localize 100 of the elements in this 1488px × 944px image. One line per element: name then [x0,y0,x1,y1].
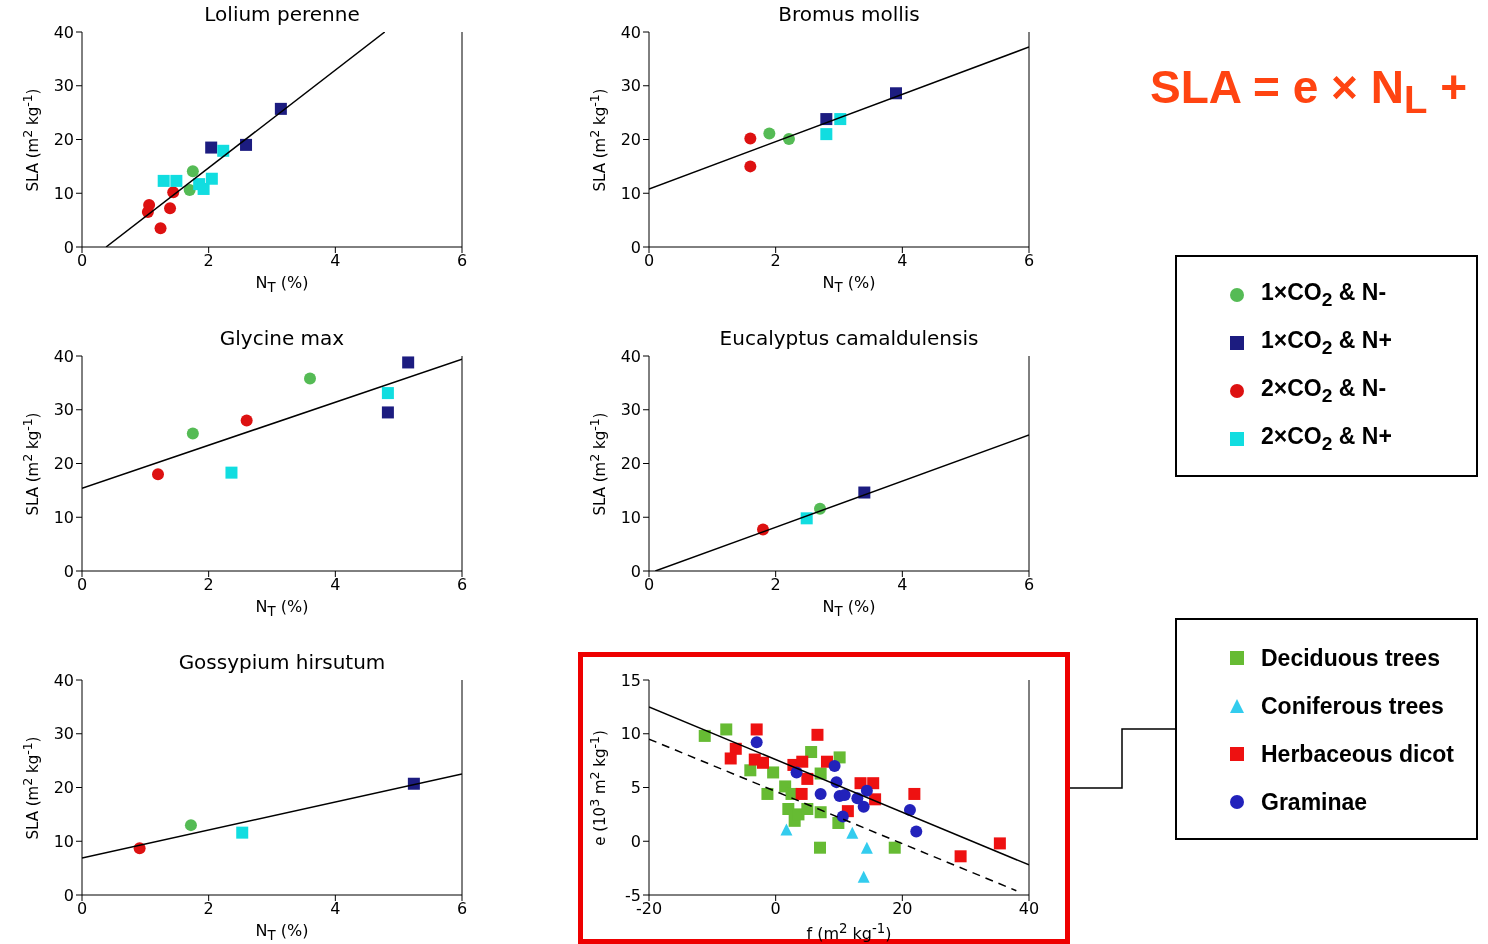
point [763,127,776,140]
point [796,755,809,768]
point [903,804,916,817]
point [170,174,183,187]
point [954,850,967,863]
y-tick-label: 10 [53,183,74,203]
point [750,723,763,736]
x-tick-label: 6 [1023,575,1035,595]
legend-label: 2×CO$_{2}$ & N+ [1261,423,1392,455]
x-tick-label: 6 [456,899,468,919]
point [888,841,901,854]
y-tick-label: 0 [630,237,641,257]
point [782,803,795,815]
point [795,787,808,800]
legend-label: Herbaceous dicot [1261,740,1454,768]
point [833,751,846,764]
x-tick-label: 6 [456,251,468,271]
y-tick-label: 20 [620,454,641,474]
legend-label: Deciduous trees [1261,644,1440,672]
point [814,787,827,800]
point [780,823,793,836]
x-tick-label: 4 [330,899,341,919]
text: SLA = e × N$_{L}$ + [1150,61,1468,122]
x-tick-label: 2 [203,251,214,271]
x-axis-title: N$_{T}$ (%) [255,921,309,944]
point [744,764,757,777]
x-tick-label: 2 [203,575,214,595]
y-tick-label: -5 [625,885,641,905]
x-axis-title: N$_{T}$ (%) [255,273,309,296]
y-tick-label: 40 [620,346,641,366]
x-tick-label: 4 [897,575,908,595]
y-tick-label: 20 [53,130,74,150]
point [820,128,833,141]
chart-title: Gossypium hirsutum [178,650,386,674]
point [184,819,197,832]
y-tick-label: 30 [53,724,74,744]
y-tick-label: 40 [53,670,74,690]
point [154,222,167,235]
y-tick-label: 15 [620,670,641,690]
point [767,766,780,779]
y-tick-label: 0 [63,885,74,905]
x-tick-label: 6 [1023,251,1035,271]
point [217,144,230,157]
point [236,826,249,839]
x-tick-label: 40 [1018,899,1040,919]
x-tick-label: 2 [770,575,781,595]
y-tick-label: 5 [630,778,641,798]
x-axis-title: f (m$^{2}$ kg$^{-1}$) [806,921,892,944]
point [757,756,769,769]
point [857,800,870,813]
y-tick-label: 0 [63,561,74,581]
point [993,837,1006,850]
x-tick-label: 4 [330,251,341,271]
y-tick-label: 10 [620,183,641,203]
point [152,468,164,481]
y-tick-label: 40 [53,346,74,366]
point [860,841,873,854]
y-tick-label: 30 [620,400,641,420]
point [801,772,814,785]
y-tick-label: 0 [63,237,74,257]
chart-title: Eucalyptus camaldulensis [719,326,979,350]
x-tick-label: 2 [203,899,214,919]
y-tick-label: 30 [53,76,74,96]
point [205,172,218,185]
point [857,870,870,883]
point [164,202,177,215]
point [381,387,394,400]
x-tick-label: 4 [897,251,908,271]
point [811,728,824,741]
point [910,825,923,838]
y-tick-label: 10 [53,507,74,527]
chart-title: Bromus mollis [778,2,920,26]
y-tick-label: 0 [630,831,641,851]
y-tick-label: 10 [53,831,74,851]
x-axis-title: N$_{T}$ (%) [822,597,876,620]
y-tick-label: 20 [620,130,641,150]
point [205,141,218,154]
legend-label: Coniferous trees [1261,692,1444,720]
chart-title: Glycine max [219,326,345,350]
x-tick-label: 20 [892,899,913,919]
point [304,372,316,385]
point [744,160,757,173]
y-tick-label: 20 [53,454,74,474]
legend-label: 1×CO$_{2}$ & N- [1261,279,1387,311]
point [402,356,415,369]
y-tick-label: 10 [620,507,641,527]
y-tick-label: 40 [620,22,641,42]
legend-label: Graminae [1261,788,1368,816]
x-axis-title: N$_{T}$ (%) [255,597,309,620]
point [240,138,253,151]
x-tick-label: 0 [76,251,88,271]
y-tick-label: 30 [53,400,74,420]
y-tick-label: 40 [53,22,74,42]
x-tick-label: 0 [76,899,88,919]
x-tick-label: 0 [76,575,88,595]
x-tick-label: 0 [643,251,655,271]
chart-title: Lolium perenne [204,2,360,26]
point [698,729,711,742]
point [197,182,210,195]
point [381,406,394,419]
